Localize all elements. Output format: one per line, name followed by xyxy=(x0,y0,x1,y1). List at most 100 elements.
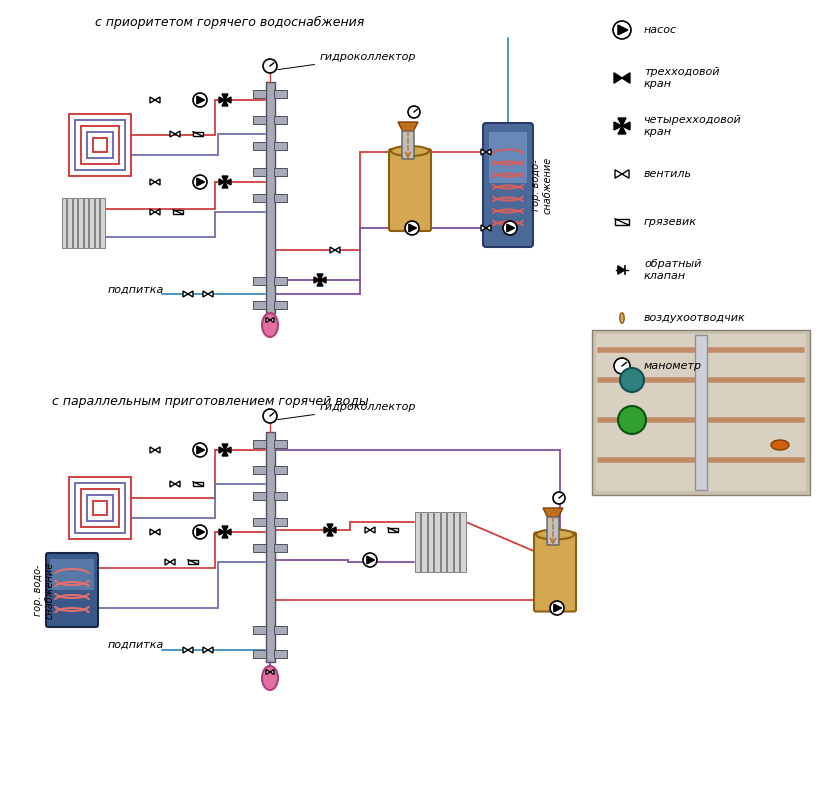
Circle shape xyxy=(620,368,644,392)
Bar xyxy=(274,116,287,124)
Text: воздухоотводчик: воздухоотводчик xyxy=(644,313,746,323)
Bar xyxy=(253,492,266,500)
Polygon shape xyxy=(618,266,625,274)
Text: с приоритетом горячего водоснабжения: с приоритетом горячего водоснабжения xyxy=(95,15,365,29)
Bar xyxy=(253,277,266,285)
Polygon shape xyxy=(165,559,170,565)
Polygon shape xyxy=(266,670,270,674)
Bar xyxy=(253,301,266,309)
Bar xyxy=(75,120,125,170)
Polygon shape xyxy=(618,118,626,134)
Polygon shape xyxy=(622,170,629,178)
Polygon shape xyxy=(486,225,491,231)
Polygon shape xyxy=(324,527,336,533)
Circle shape xyxy=(614,358,630,374)
Circle shape xyxy=(553,492,565,504)
Polygon shape xyxy=(150,97,155,103)
Polygon shape xyxy=(370,527,375,533)
Bar xyxy=(421,512,427,572)
Polygon shape xyxy=(367,556,375,564)
Ellipse shape xyxy=(536,530,574,539)
Circle shape xyxy=(550,601,564,615)
Bar xyxy=(93,138,107,152)
Bar xyxy=(274,466,287,474)
Polygon shape xyxy=(170,131,175,137)
Bar xyxy=(173,210,183,214)
Circle shape xyxy=(263,409,277,423)
Bar xyxy=(592,330,810,495)
Bar xyxy=(266,82,275,313)
Bar xyxy=(95,198,99,248)
FancyBboxPatch shape xyxy=(534,533,576,611)
Circle shape xyxy=(193,525,207,539)
FancyBboxPatch shape xyxy=(46,553,98,627)
Polygon shape xyxy=(196,96,205,104)
Polygon shape xyxy=(203,291,208,297)
Polygon shape xyxy=(507,224,515,232)
Circle shape xyxy=(193,175,207,189)
Polygon shape xyxy=(317,274,323,286)
Polygon shape xyxy=(615,170,622,178)
Polygon shape xyxy=(155,179,160,185)
Bar xyxy=(274,194,287,202)
Bar xyxy=(75,483,125,533)
Bar xyxy=(93,501,107,515)
Polygon shape xyxy=(170,481,175,487)
Bar xyxy=(193,482,203,486)
Bar xyxy=(62,198,66,248)
Bar xyxy=(50,559,94,590)
Bar xyxy=(253,194,266,202)
Polygon shape xyxy=(614,122,630,130)
Bar xyxy=(89,198,94,248)
Bar xyxy=(253,518,266,526)
Polygon shape xyxy=(266,318,270,322)
Text: вентиль: вентиль xyxy=(644,169,692,179)
Polygon shape xyxy=(219,447,231,453)
Circle shape xyxy=(408,106,420,118)
Polygon shape xyxy=(208,647,213,653)
Polygon shape xyxy=(196,528,205,536)
Bar xyxy=(447,512,452,572)
Circle shape xyxy=(613,21,631,39)
Polygon shape xyxy=(196,178,205,186)
Polygon shape xyxy=(486,149,491,155)
Bar xyxy=(69,477,131,539)
Text: четырехходовой
кран: четырехходовой кран xyxy=(644,115,741,137)
Polygon shape xyxy=(398,122,418,132)
Polygon shape xyxy=(175,481,180,487)
Polygon shape xyxy=(150,179,155,185)
FancyBboxPatch shape xyxy=(402,131,414,159)
Bar xyxy=(253,544,266,552)
Polygon shape xyxy=(155,97,160,103)
Polygon shape xyxy=(222,444,228,456)
Polygon shape xyxy=(196,446,205,454)
FancyBboxPatch shape xyxy=(547,517,559,545)
Bar xyxy=(87,132,113,158)
Polygon shape xyxy=(155,209,160,215)
Bar xyxy=(87,495,113,521)
Polygon shape xyxy=(481,225,486,231)
Bar xyxy=(188,560,198,564)
Bar xyxy=(596,334,806,491)
Polygon shape xyxy=(208,291,213,297)
Text: гидроколлектор: гидроколлектор xyxy=(278,52,417,70)
Polygon shape xyxy=(188,291,193,297)
Bar xyxy=(81,126,119,164)
Bar xyxy=(489,132,527,183)
Text: насос: насос xyxy=(644,25,677,35)
Bar xyxy=(253,626,266,634)
Polygon shape xyxy=(365,527,370,533)
Bar xyxy=(441,512,446,572)
Bar xyxy=(454,512,459,572)
Polygon shape xyxy=(170,559,175,565)
Ellipse shape xyxy=(771,440,789,450)
Circle shape xyxy=(193,443,207,457)
Bar xyxy=(274,142,287,150)
Text: гор. водо-
снабжение: гор. водо- снабжение xyxy=(33,562,55,618)
Bar xyxy=(274,626,287,634)
Bar xyxy=(274,544,287,552)
Bar xyxy=(78,198,82,248)
Circle shape xyxy=(363,553,377,567)
Polygon shape xyxy=(219,179,231,185)
Text: трехходовой
кран: трехходовой кран xyxy=(644,67,719,89)
